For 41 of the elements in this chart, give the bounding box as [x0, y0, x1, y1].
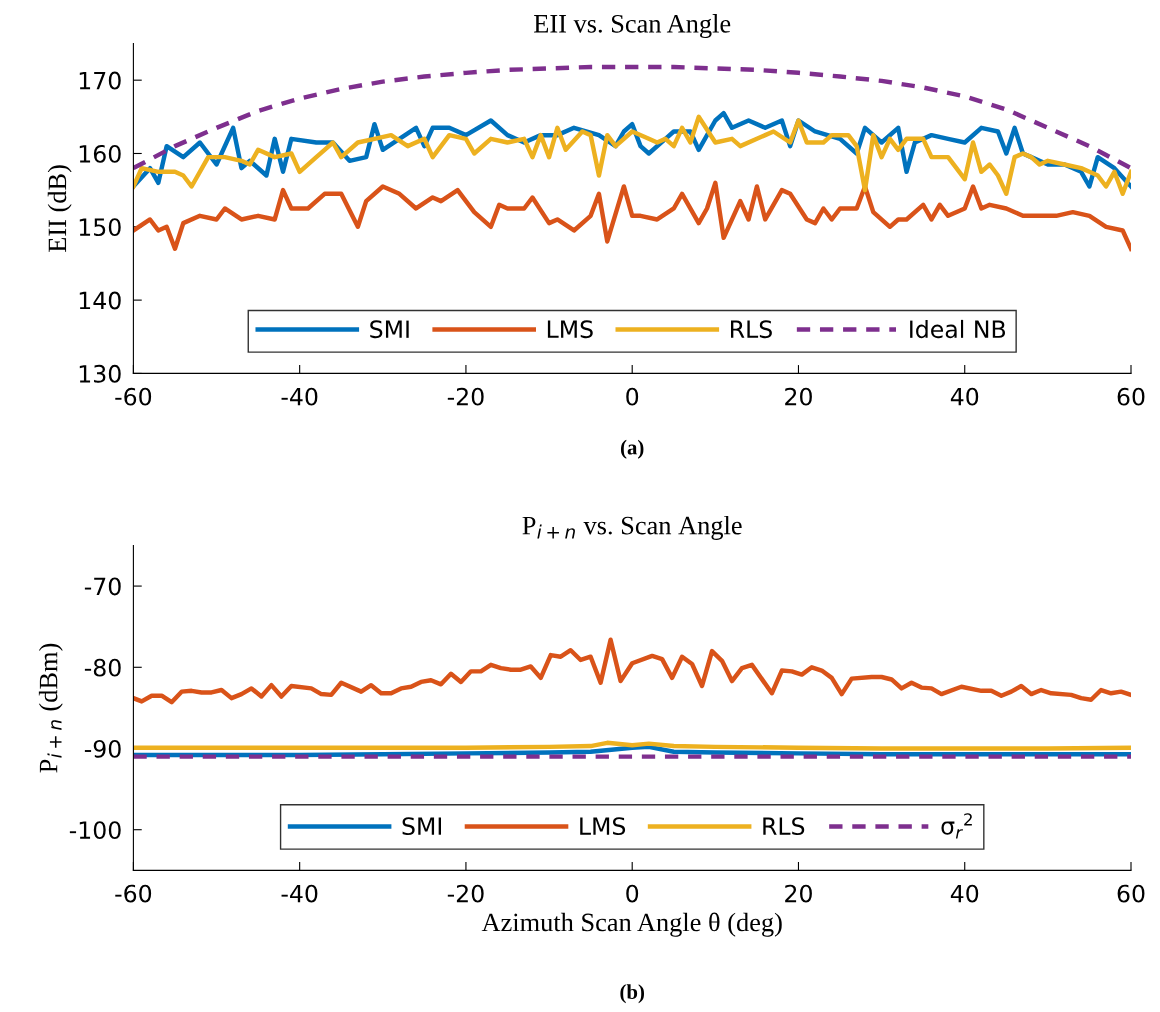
- legend-label: LMS: [547, 320, 593, 339]
- x-tick-label: 60: [1117, 884, 1145, 903]
- x-tick-label: -60: [115, 884, 152, 903]
- y-tick-label: 130: [79, 364, 121, 383]
- legend-label: RLS: [731, 320, 772, 339]
- legend-label: Ideal NB: [910, 319, 1006, 339]
- x-tick-label: 60: [1117, 387, 1145, 406]
- chart-title: P$_{i+n}$ vs. Scan Angle: [522, 515, 742, 540]
- x-tick-label: -40: [281, 387, 318, 406]
- text: (b): [620, 984, 645, 1004]
- legend-label: σ$_{r}$$^{2}$: [941, 813, 972, 839]
- y-tick-label: 140: [79, 291, 121, 310]
- x-tick-label: -40: [281, 884, 318, 903]
- x-tick-label: 20: [785, 884, 812, 903]
- x-axis-title: Azimuth Scan Angle θ (deg): [481, 912, 782, 937]
- line-series: [133, 180, 1131, 252]
- legend-label: LMS: [580, 817, 626, 836]
- y-tick-label: 170: [79, 71, 121, 90]
- legend-label: RLS: [763, 817, 805, 836]
- y-tick-label: 160: [79, 144, 121, 163]
- x-tick-label: -20: [447, 387, 484, 406]
- y-tick-label: -70: [84, 577, 121, 596]
- legend-label: SMI: [370, 320, 409, 339]
- x-tick-label: 0: [626, 884, 639, 903]
- y-tick-label: 150: [79, 218, 121, 237]
- x-tick-label: 20: [785, 387, 812, 406]
- x-tick-label: -60: [115, 387, 152, 406]
- text: (a): [620, 439, 644, 459]
- x-tick-label: -20: [447, 884, 484, 903]
- x-tick-label: 40: [950, 387, 979, 406]
- y-axis-title: EII (dB): [47, 165, 72, 253]
- x-tick-label: 40: [950, 884, 979, 903]
- x-tick-label: 0: [626, 387, 639, 406]
- line-series: [133, 637, 1131, 705]
- y-tick-label: -90: [84, 739, 121, 758]
- legend-label: SMI: [402, 817, 441, 836]
- line-series: [133, 64, 1131, 171]
- y-tick-label: -100: [69, 821, 121, 840]
- y-axis-title: P$_{i+n}$ (dBm): [38, 643, 63, 773]
- chart-title: EII vs. Scan Angle: [534, 14, 731, 39]
- y-tick-label: -80: [84, 658, 121, 677]
